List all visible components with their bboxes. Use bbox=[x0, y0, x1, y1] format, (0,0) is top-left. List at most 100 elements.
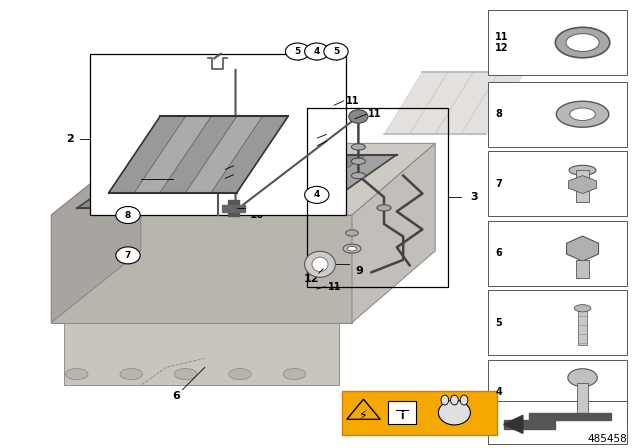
Ellipse shape bbox=[568, 369, 597, 387]
Text: 4: 4 bbox=[495, 387, 502, 397]
Bar bbox=[488, 290, 627, 355]
Polygon shape bbox=[347, 399, 380, 419]
Text: 11: 11 bbox=[328, 282, 341, 292]
Text: 11: 11 bbox=[328, 136, 341, 146]
Bar bbox=[577, 383, 588, 414]
Polygon shape bbox=[186, 116, 262, 193]
Ellipse shape bbox=[438, 401, 470, 425]
Ellipse shape bbox=[351, 144, 365, 150]
Polygon shape bbox=[160, 116, 237, 193]
Text: 2: 2 bbox=[67, 134, 74, 144]
Polygon shape bbox=[410, 72, 474, 134]
Ellipse shape bbox=[460, 395, 468, 405]
Ellipse shape bbox=[65, 368, 88, 379]
Text: 6: 6 bbox=[172, 392, 180, 401]
Text: 11: 11 bbox=[346, 96, 359, 106]
Polygon shape bbox=[290, 155, 397, 208]
Text: 11
12: 11 12 bbox=[495, 32, 509, 53]
Ellipse shape bbox=[377, 205, 391, 211]
Circle shape bbox=[116, 247, 140, 264]
Ellipse shape bbox=[570, 108, 595, 121]
Text: 9: 9 bbox=[355, 266, 363, 276]
Ellipse shape bbox=[347, 246, 357, 251]
Text: 11: 11 bbox=[235, 161, 248, 171]
Polygon shape bbox=[64, 323, 339, 385]
Ellipse shape bbox=[312, 257, 328, 271]
Polygon shape bbox=[198, 155, 306, 208]
Circle shape bbox=[116, 207, 140, 224]
Text: 5: 5 bbox=[294, 47, 301, 56]
Ellipse shape bbox=[175, 368, 197, 379]
Bar bbox=[488, 359, 627, 425]
Ellipse shape bbox=[305, 251, 335, 277]
Circle shape bbox=[285, 43, 310, 60]
Ellipse shape bbox=[569, 165, 596, 175]
Bar bbox=[488, 82, 627, 147]
Text: ⚡: ⚡ bbox=[359, 408, 368, 422]
Text: 1: 1 bbox=[105, 161, 113, 171]
Polygon shape bbox=[134, 116, 211, 193]
Bar bbox=[388, 401, 416, 424]
Polygon shape bbox=[568, 176, 596, 194]
Text: 11: 11 bbox=[235, 170, 248, 180]
Bar bbox=[488, 221, 627, 286]
Ellipse shape bbox=[451, 395, 458, 405]
Circle shape bbox=[305, 43, 329, 60]
Circle shape bbox=[324, 43, 348, 60]
Polygon shape bbox=[222, 205, 245, 212]
Polygon shape bbox=[461, 72, 525, 134]
Text: 3: 3 bbox=[470, 192, 478, 202]
Polygon shape bbox=[51, 143, 435, 215]
Polygon shape bbox=[211, 116, 288, 193]
Ellipse shape bbox=[566, 34, 599, 52]
Ellipse shape bbox=[346, 230, 358, 236]
Polygon shape bbox=[109, 116, 186, 193]
Text: 5: 5 bbox=[333, 47, 339, 56]
Bar bbox=[90, 54, 346, 215]
Polygon shape bbox=[229, 155, 336, 208]
Polygon shape bbox=[566, 236, 598, 261]
Polygon shape bbox=[168, 155, 275, 208]
Polygon shape bbox=[352, 143, 435, 323]
Ellipse shape bbox=[229, 368, 252, 379]
Bar bbox=[488, 401, 627, 444]
Polygon shape bbox=[138, 155, 245, 208]
Bar bbox=[307, 108, 448, 287]
Text: 485458: 485458 bbox=[588, 435, 627, 444]
Bar bbox=[342, 391, 497, 435]
Text: 12: 12 bbox=[303, 274, 319, 284]
Ellipse shape bbox=[343, 244, 361, 253]
Text: 10: 10 bbox=[250, 210, 264, 220]
Bar bbox=[576, 260, 589, 278]
Bar bbox=[578, 309, 587, 345]
Polygon shape bbox=[435, 72, 499, 134]
Bar bbox=[576, 170, 589, 202]
Polygon shape bbox=[51, 215, 352, 323]
Text: 8: 8 bbox=[495, 109, 502, 119]
Text: 7: 7 bbox=[125, 251, 131, 260]
Ellipse shape bbox=[120, 368, 143, 379]
Polygon shape bbox=[259, 155, 366, 208]
Ellipse shape bbox=[351, 172, 365, 179]
Polygon shape bbox=[107, 155, 214, 208]
Polygon shape bbox=[228, 200, 239, 216]
Circle shape bbox=[349, 110, 368, 123]
Polygon shape bbox=[504, 413, 611, 429]
Ellipse shape bbox=[284, 368, 306, 379]
Ellipse shape bbox=[351, 158, 365, 164]
Text: 6: 6 bbox=[495, 248, 502, 258]
Ellipse shape bbox=[556, 101, 609, 127]
Bar bbox=[488, 10, 627, 75]
Polygon shape bbox=[504, 415, 523, 433]
Text: 11: 11 bbox=[368, 109, 381, 119]
Text: 5: 5 bbox=[495, 318, 502, 327]
Ellipse shape bbox=[574, 305, 591, 312]
Polygon shape bbox=[51, 143, 141, 323]
Polygon shape bbox=[384, 72, 448, 134]
Ellipse shape bbox=[441, 395, 449, 405]
Text: 7: 7 bbox=[495, 179, 502, 189]
Bar bbox=[488, 151, 627, 216]
Circle shape bbox=[305, 186, 329, 203]
Ellipse shape bbox=[556, 27, 610, 58]
Text: 4: 4 bbox=[314, 47, 320, 56]
